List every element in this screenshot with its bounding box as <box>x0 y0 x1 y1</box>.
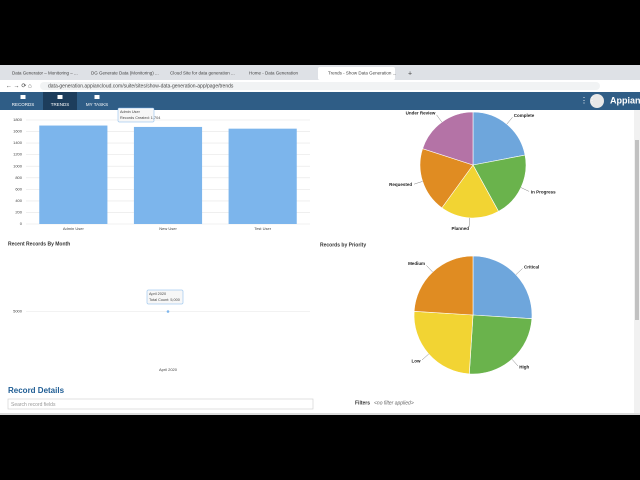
status-edge <box>0 413 640 415</box>
nav-item[interactable]: RECORDS <box>12 102 35 107</box>
bar[interactable] <box>39 125 108 224</box>
tab-title: Home - Data Generation <box>249 71 299 76</box>
nav-item[interactable]: MY TASKS <box>86 102 108 107</box>
tab[interactable] <box>239 67 316 80</box>
nav-buttons[interactable]: ← → ⟳ ⌂ <box>6 84 32 90</box>
leader-line <box>421 353 429 361</box>
nav-icon <box>94 95 100 99</box>
pie-slice[interactable] <box>472 111 526 166</box>
y-tick-label: 1200 <box>13 152 23 157</box>
tab[interactable] <box>81 67 158 80</box>
slice-label: High <box>519 365 529 370</box>
y-tick-label: 800 <box>15 175 22 180</box>
filters-label: Filters <box>355 400 370 406</box>
tab-title: Data Generator – Monitoring – ... <box>12 71 78 76</box>
slice-label: Complete <box>514 113 535 118</box>
x-tick-label: New User <box>159 226 177 231</box>
tab[interactable] <box>2 67 79 80</box>
slice-label: Medium <box>408 261 425 266</box>
active-tab <box>43 92 77 110</box>
filters-value: <no filter applied> <box>374 400 414 406</box>
pie-slice[interactable] <box>413 310 474 375</box>
tooltip-title: April 2020 <box>149 292 166 296</box>
chart-title: Recent Records By Month <box>8 241 70 247</box>
bar[interactable] <box>228 128 297 224</box>
tooltip-text: Records Created: 1,704 <box>120 116 160 120</box>
pie-slice[interactable] <box>422 111 474 166</box>
leader-line <box>413 181 423 185</box>
tab[interactable] <box>160 67 237 80</box>
y-tick-label: 1000 <box>13 163 23 168</box>
y-tick-label: 200 <box>15 210 22 215</box>
x-tick-label: Admin User <box>63 226 85 231</box>
search-placeholder: Search record fields <box>11 402 56 408</box>
leader-line <box>515 268 523 275</box>
y-tick-label: 600 <box>15 186 22 191</box>
tooltip-title: Admin User <box>120 110 141 114</box>
leader-line <box>468 217 470 227</box>
y-tick-label: 5000 <box>13 309 23 314</box>
chart-title: Records by Priority <box>320 242 366 248</box>
y-tick-label: 1800 <box>13 117 23 122</box>
nav-item[interactable]: TRENDS <box>51 102 70 107</box>
bar[interactable] <box>133 126 203 224</box>
new-tab[interactable]: + <box>408 70 412 77</box>
details-title: Record Details <box>8 386 65 395</box>
slice-label: In Progress <box>531 189 556 194</box>
slice-label: Critical <box>524 264 539 269</box>
y-tick-label: 400 <box>15 198 22 203</box>
tab[interactable] <box>318 67 395 80</box>
tab-title: DG Generate Data (Monitoring) ... <box>91 71 159 76</box>
avatar[interactable] <box>590 94 604 108</box>
pie-slice[interactable] <box>419 148 474 209</box>
y-tick-label: 1400 <box>13 140 23 145</box>
leader-line <box>426 265 433 273</box>
tab-title: Trends - Show Data Generation ... <box>328 71 396 76</box>
url: data-generation.appiancloud.com/suite/si… <box>48 83 234 89</box>
nav-icon <box>57 95 63 99</box>
scroll-thumb[interactable] <box>635 140 639 320</box>
tooltip <box>117 107 155 123</box>
y-tick-label: 1600 <box>13 129 23 134</box>
apps-icon[interactable]: ⋮⋮ <box>580 96 596 105</box>
slice-label: Requested <box>389 182 412 187</box>
app-nav <box>0 92 640 110</box>
leader-line <box>520 187 530 192</box>
x-tick-label: Test User <box>254 226 272 231</box>
point[interactable] <box>166 310 170 313</box>
slice-label: Low <box>411 358 420 363</box>
pie-slice[interactable] <box>468 314 533 375</box>
leader-line <box>506 117 513 125</box>
leader-line <box>511 359 519 367</box>
pie-slice[interactable] <box>472 154 527 212</box>
x-tick-label: April 2020 <box>159 367 178 372</box>
nav-icon <box>20 95 26 99</box>
leader-line <box>436 114 443 123</box>
tab-title: Cloud Site for data generation ... <box>170 71 235 76</box>
y-tick-label: 0 <box>20 221 23 226</box>
brand: Appian <box>610 95 640 105</box>
slice-label: Planned <box>451 226 469 231</box>
tooltip-text: Total Count: 5,000 <box>149 298 180 302</box>
slice-label: Under Review <box>406 110 436 115</box>
search-box[interactable] <box>7 398 314 410</box>
url-field[interactable] <box>40 82 600 90</box>
tooltip <box>146 289 184 305</box>
